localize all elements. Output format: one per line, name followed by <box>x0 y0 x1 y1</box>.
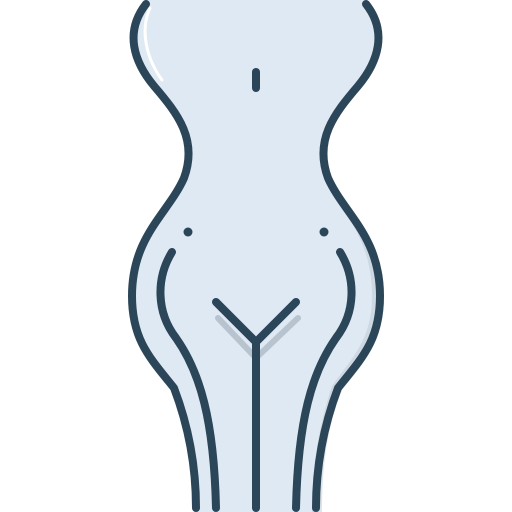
right-thigh-line <box>292 248 356 512</box>
body-highlight-left <box>143 6 164 82</box>
body-outline <box>128 0 384 512</box>
body-silhouette <box>130 0 382 512</box>
left-contour <box>128 0 200 512</box>
right-contour <box>312 0 384 512</box>
left-hip-dot <box>183 227 193 237</box>
right-hip-dot <box>319 227 329 237</box>
left-thigh-line <box>156 248 220 512</box>
